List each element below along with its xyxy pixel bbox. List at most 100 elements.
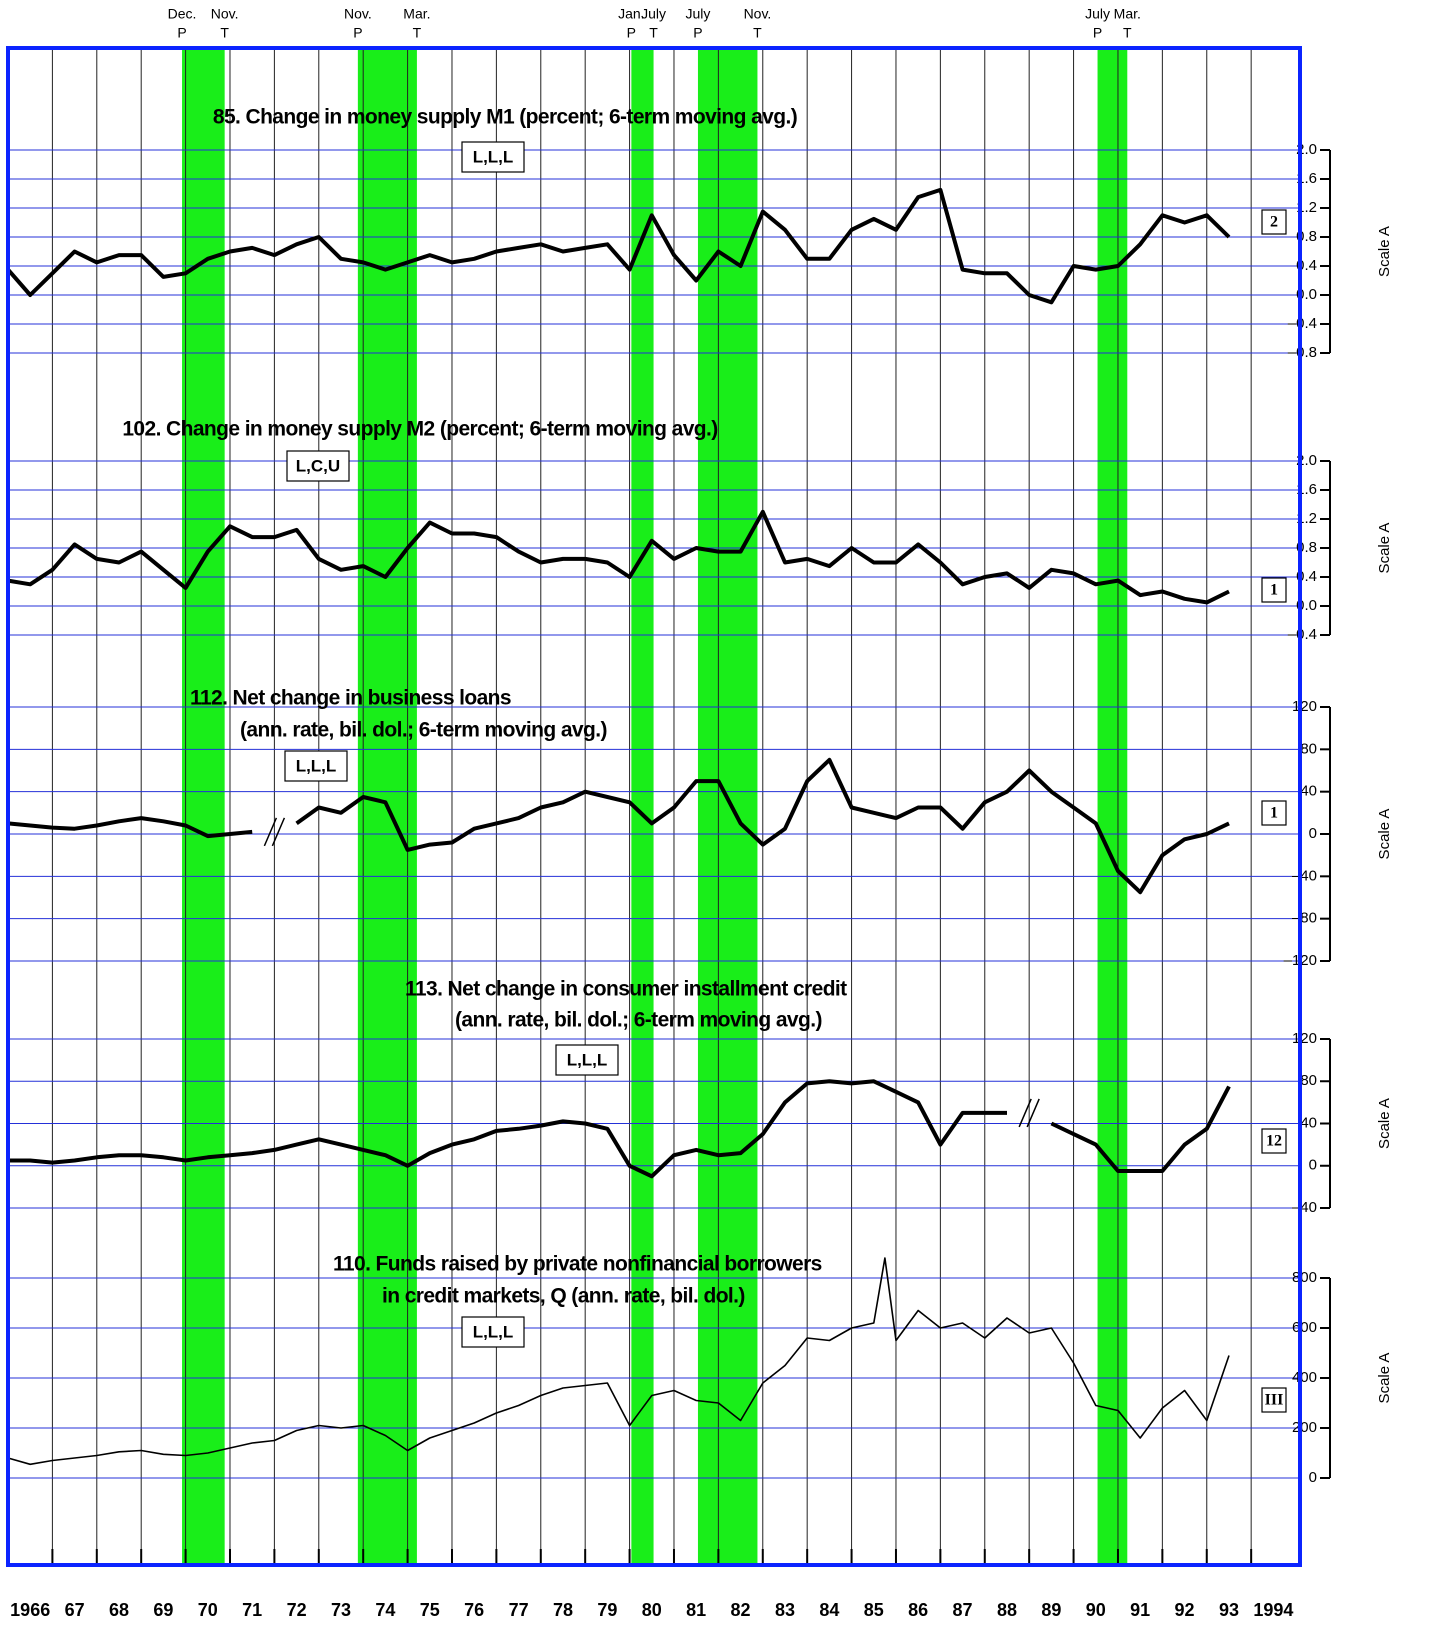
panel-title: 110. Funds raised by private nonfinancia…: [333, 1253, 822, 1276]
number-box: [1261, 1128, 1287, 1154]
number-label: 12: [1266, 1133, 1282, 1150]
panel-title: in credit markets, Q (ann. rate, bil. do…: [382, 1285, 745, 1308]
x-tick-label: 73: [331, 1600, 351, 1620]
y-tick-label: –40: [1292, 867, 1317, 884]
code-box: [461, 1316, 525, 1348]
x-tick-label: 89: [1041, 1600, 1061, 1620]
x-tick-label: 78: [553, 1600, 573, 1620]
x-tick-label: 93: [1219, 1600, 1239, 1620]
number-box: [1261, 577, 1287, 603]
code-box: [284, 750, 348, 782]
series-line: [7, 757, 1230, 895]
x-tick-label: 87: [953, 1600, 973, 1620]
panel-title: 85. Change in money supply M1 (percent; …: [213, 106, 797, 129]
peak-label: July: [1085, 6, 1110, 22]
number-label: 2: [1270, 214, 1278, 231]
axis-label: Scale A: [1376, 523, 1393, 574]
axis-label: Scale A: [1376, 1098, 1393, 1149]
x-tick-label: 1994: [1253, 1600, 1293, 1620]
trough-mark: T: [220, 25, 229, 41]
number-label: 1: [1270, 582, 1278, 599]
x-tick-label: 72: [287, 1600, 307, 1620]
peak-label: Dec.: [168, 6, 197, 22]
x-tick-label: 80: [642, 1600, 662, 1620]
x-tick-label: 88: [997, 1600, 1017, 1620]
panel-title: 113. Net change in consumer installment …: [405, 978, 847, 1001]
axis-label: Scale A: [1376, 226, 1393, 277]
trough-mark: T: [413, 25, 422, 41]
x-tick-label: 75: [420, 1600, 440, 1620]
recession-band: [631, 48, 654, 1565]
y-tick-label: 600: [1292, 1319, 1317, 1336]
x-tick-label: 83: [775, 1600, 795, 1620]
x-tick-label: 67: [65, 1600, 85, 1620]
panel-title: 102. Change in money supply M2 (percent;…: [122, 418, 717, 441]
recession-band: [697, 48, 758, 1565]
series-line: [7, 509, 1230, 605]
y-tick-label: 40: [1300, 1114, 1317, 1131]
peak-label: July: [686, 6, 711, 22]
trough-mark: T: [1123, 25, 1132, 41]
number-box: [1261, 1387, 1287, 1413]
code-box: [461, 141, 525, 173]
panel-title: (ann. rate, bil. dol.; 6-term moving avg…: [240, 719, 607, 742]
y-tick-label: –0.4: [1288, 315, 1317, 332]
x-tick-label: 84: [819, 1600, 839, 1620]
peak-mark: P: [177, 25, 186, 41]
y-tick-label: 200: [1292, 1419, 1317, 1436]
x-tick-label: 76: [464, 1600, 484, 1620]
y-tick-label: 120: [1292, 698, 1317, 715]
x-tick-label: 86: [908, 1600, 928, 1620]
peak-mark: P: [627, 25, 636, 41]
series-line: [6, 187, 1231, 305]
code-box: [555, 1044, 619, 1076]
y-tick-label: 0: [1309, 1469, 1317, 1486]
code-box: [286, 450, 350, 482]
x-tick-label: 70: [198, 1600, 218, 1620]
recession-band: [1097, 48, 1128, 1565]
code-label: L,C,U: [296, 456, 340, 475]
x-tick-label: 68: [109, 1600, 129, 1620]
break-mark: [271, 817, 286, 847]
trough-label: July: [641, 6, 666, 22]
axis-label: Scale A: [1376, 1353, 1393, 1404]
y-tick-label: –0.8: [1288, 344, 1317, 361]
x-tick-label: 85: [864, 1600, 884, 1620]
number-label: 1: [1270, 805, 1278, 822]
peak-mark: P: [353, 25, 362, 41]
y-tick-label: 80: [1300, 740, 1317, 757]
peak-mark: P: [1093, 25, 1102, 41]
panel-title: (ann. rate, bil. dol.; 6-term moving avg…: [455, 1009, 822, 1032]
x-tick-label: 91: [1130, 1600, 1150, 1620]
x-tick-label: 74: [375, 1600, 395, 1620]
trough-mark: T: [753, 25, 762, 41]
x-tick-label: 90: [1086, 1600, 1106, 1620]
x-tick-label: 92: [1175, 1600, 1195, 1620]
panel-title: 112. Net change in business loans: [190, 687, 511, 710]
y-tick-label: –80: [1292, 910, 1317, 927]
x-tick-label: 82: [731, 1600, 751, 1620]
number-box: [1261, 209, 1287, 235]
break-mark: [263, 817, 278, 847]
series-line: [7, 1257, 1230, 1466]
break-mark: [1018, 1098, 1032, 1128]
peak-label: Nov.: [344, 6, 372, 22]
code-label: L,L,L: [296, 756, 337, 775]
x-tick-label: 81: [686, 1600, 706, 1620]
y-tick-label: 800: [1292, 1269, 1317, 1286]
x-tick-label: 1966: [10, 1600, 50, 1620]
plot-frame: [6, 46, 1302, 1567]
x-tick-label: 71: [242, 1600, 262, 1620]
y-tick-label: 0: [1309, 825, 1317, 842]
y-tick-label: 0: [1309, 1157, 1317, 1174]
x-tick-label: 77: [509, 1600, 529, 1620]
trough-label: Nov.: [211, 6, 239, 22]
y-tick-label: 40: [1300, 783, 1317, 800]
peak-label: Jan.: [618, 6, 644, 22]
trough-label: Nov.: [744, 6, 772, 22]
recession-band: [182, 48, 225, 1565]
axis-label: Scale A: [1376, 809, 1393, 860]
y-tick-label: 400: [1292, 1369, 1317, 1386]
code-label: L,L,L: [567, 1050, 608, 1069]
series-line: [8, 1079, 1231, 1179]
